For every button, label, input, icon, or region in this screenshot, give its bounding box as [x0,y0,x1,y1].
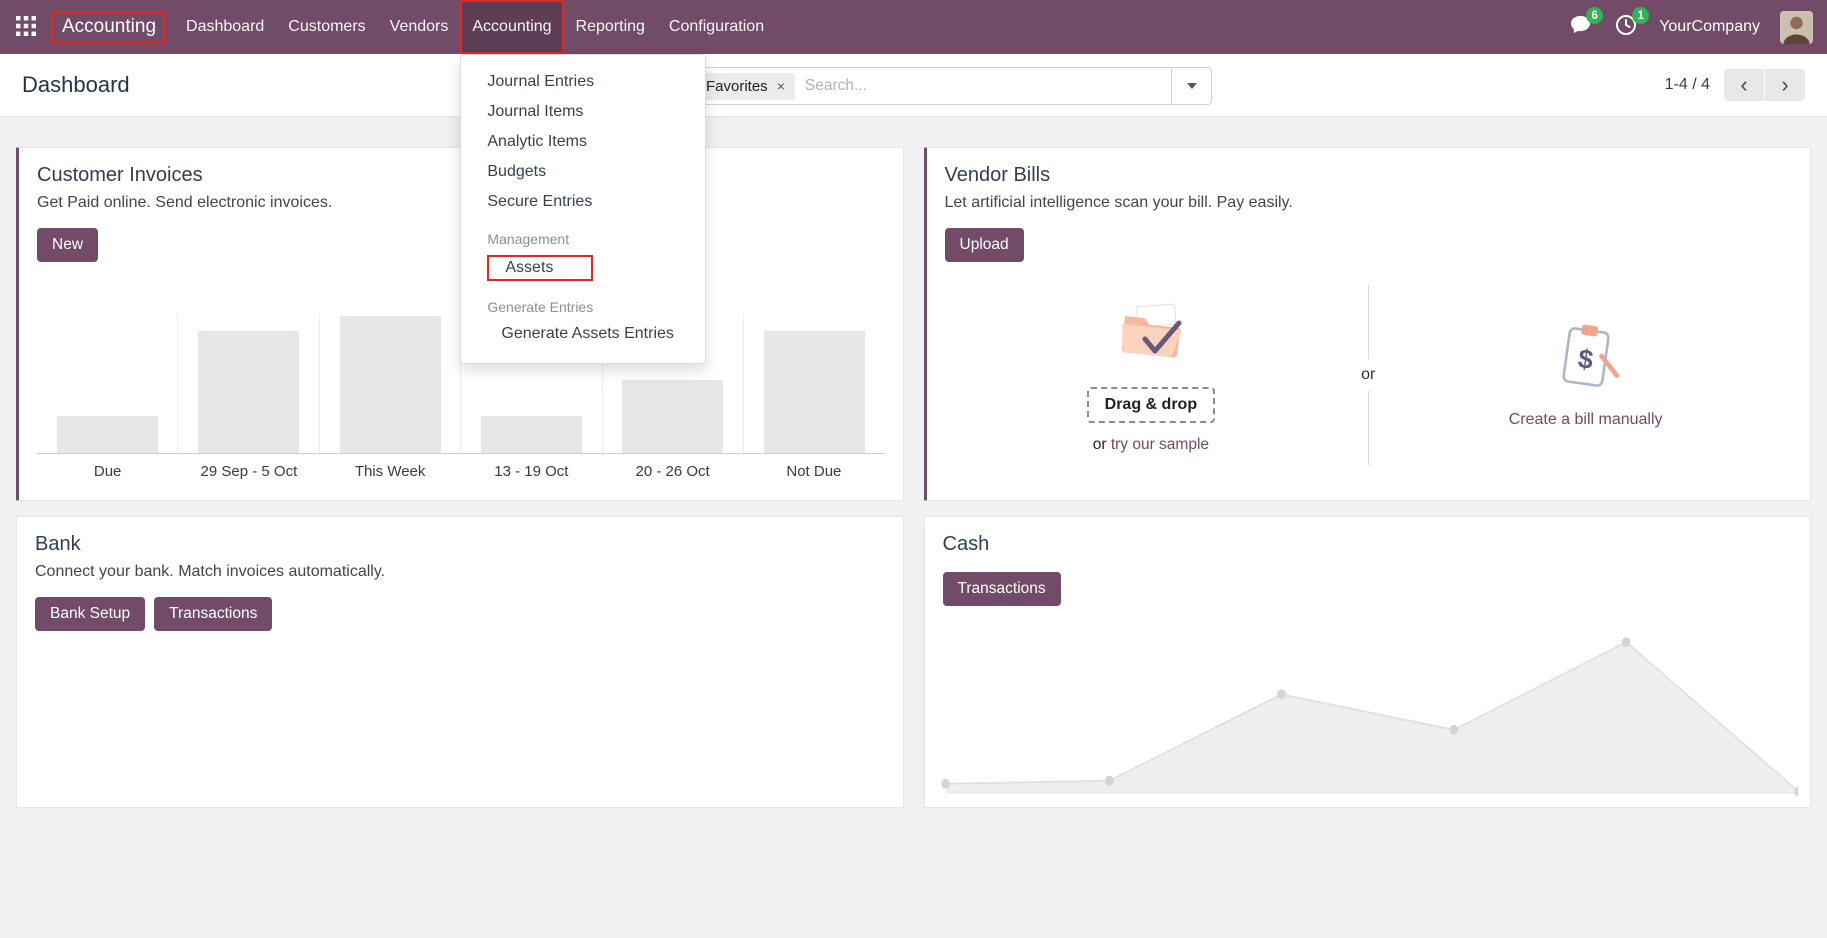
bar-label: 20 - 26 Oct [635,463,710,480]
messages-button[interactable]: 6 [1567,7,1604,41]
clock-icon [1614,13,1638,42]
clipboard-dollar-icon: $ [1550,321,1622,398]
caret-down-icon [1186,83,1197,94]
chart-bar-due [56,416,158,453]
nav-configuration[interactable]: Configuration [668,18,765,35]
app-brand-label[interactable]: Accounting [52,11,167,43]
activities-badge: 1 [1632,7,1650,24]
menu-item-journal-items[interactable]: Journal Items [487,103,584,120]
card-customer-invoices: Customer Invoices Get Paid online. Send … [16,147,904,501]
pager: 1-4 / 4 ‹ › [1665,69,1805,101]
vendor-bills-actions: Drag & drop or try our sample or [945,266,1793,484]
pager-next-button[interactable]: › [1765,69,1805,101]
invoices-bar-chart: Due 29 Sep - 5 Oct This Week 13 - 19 Oct… [37,314,885,484]
navbar-systray: 6 1 YourCompany [1567,0,1813,54]
user-avatar[interactable] [1780,10,1813,44]
invoices-bar-area [37,314,885,454]
card-bank: Bank Connect your bank. Match invoices a… [16,516,904,808]
bank-subtitle: Connect your bank. Match invoices automa… [35,563,386,580]
invoices-bar-labels: Due 29 Sep - 5 Oct This Week 13 - 19 Oct… [37,463,885,484]
nav-accounting-label: Accounting [472,18,552,35]
divider-or-text: or [1361,366,1376,383]
top-navbar: Accounting Dashboard Customers Vendors A… [0,0,1827,364]
folder-check-icon [1111,297,1191,374]
search-input[interactable] [794,77,1171,95]
bar-label: 13 - 19 Oct [494,463,569,480]
menu-item-journal-entries[interactable]: Journal Entries [487,73,595,90]
menu-item-generate-assets-entries[interactable]: Generate Assets Entries [501,325,674,342]
search-facet-favorites[interactable]: Favorites × [696,72,795,100]
drag-drop-button[interactable]: Drag & drop [1086,386,1216,423]
card-vendor-bills: Vendor Bills Let artificial intelligence… [923,147,1811,501]
menu-item-budgets[interactable]: Budgets [487,163,547,180]
menu-item-secure-entries[interactable]: Secure Entries [487,193,593,210]
chart-bar-not-due [763,331,865,453]
dashboard-grid: Customer Invoices Get Paid online. Send … [0,117,1827,808]
chevron-right-icon: › [1781,72,1789,97]
upload-bill-button[interactable]: Upload [944,228,1024,262]
pager-previous-button[interactable]: ‹ [1724,69,1764,101]
bank-transactions-button[interactable]: Transactions [154,597,273,631]
create-bill-zone[interactable]: $ Create a bill manually [1379,321,1792,429]
menu-item-assets-label: Assets [487,255,594,281]
grid-icon [16,15,36,39]
cash-transactions-button[interactable]: Transactions [942,572,1061,606]
customer-invoices-title: Customer Invoices [37,164,203,186]
accounting-dropdown-menu: Journal Entries Journal Items Analytic I… [460,54,707,364]
bank-title: Bank [35,533,81,555]
page-title: Dashboard [22,72,130,97]
user-avatar-image [1780,10,1813,44]
nav-accounting[interactable]: Accounting Journal Entries Journal Items… [460,0,707,364]
pager-counter[interactable]: 1-4 / 4 [1664,76,1710,93]
chart-bar-this-week [339,316,441,453]
bar-label: 29 Sep - 5 Oct [200,463,298,480]
chart-bar-week1 [198,331,300,453]
new-invoice-button[interactable]: New [37,228,99,262]
control-panel: Dashboard Favorites × 1-4 / 4 ‹ › [0,54,1827,117]
search-bar[interactable]: Favorites × [685,67,1212,105]
bar-label: Not Due [786,463,842,480]
chevron-left-icon: ‹ [1740,72,1748,97]
sample-line: or try our sample [1093,436,1209,454]
menu-item-assets[interactable]: Assets [461,251,705,285]
vendor-bills-subtitle: Let artificial intelligence scan your bi… [944,194,1293,211]
chat-bubble-icon [1569,13,1592,41]
vendor-bills-divider: or [1357,285,1379,465]
messages-badge: 6 [1586,7,1604,24]
try-sample-link[interactable]: try our sample [1110,435,1210,453]
nav-reporting[interactable]: Reporting [575,18,645,35]
cash-area-chart [937,631,1803,801]
search-dropdown-toggle[interactable] [1171,68,1211,104]
app-brand[interactable]: Accounting [52,0,167,54]
drag-drop-zone[interactable]: Drag & drop or try our sample [945,297,1358,454]
cash-title: Cash [942,533,990,555]
bank-setup-button[interactable]: Bank Setup [35,597,146,631]
svg-text:$: $ [1576,343,1595,375]
apps-menu-button[interactable] [6,0,46,54]
activities-button[interactable]: 1 [1613,7,1650,42]
chart-bar-week4 [622,380,724,453]
vendor-bills-title: Vendor Bills [944,164,1051,186]
customer-invoices-subtitle: Get Paid online. Send electronic invoice… [37,194,333,211]
menu-header-management: Management [487,231,570,247]
or-text: or [1092,435,1107,453]
nav-customers[interactable]: Customers [288,18,366,35]
chart-bar-week3 [480,416,583,453]
bar-label: Due [93,463,122,480]
main-menu: Dashboard Customers Vendors Accounting J… [174,0,776,364]
create-bill-link[interactable]: Create a bill manually [1508,411,1663,428]
nav-dashboard[interactable]: Dashboard [186,18,265,35]
nav-vendors[interactable]: Vendors [389,18,449,35]
menu-item-analytic-items[interactable]: Analytic Items [487,133,587,150]
company-menu[interactable]: YourCompany [1659,18,1760,35]
bar-label: This Week [354,463,426,480]
facet-remove-icon[interactable]: × [776,78,785,94]
menu-header-generate-entries: Generate Entries [487,299,594,315]
card-cash: Cash Transactions [923,516,1811,808]
search-facet-label: Favorites [706,77,768,95]
